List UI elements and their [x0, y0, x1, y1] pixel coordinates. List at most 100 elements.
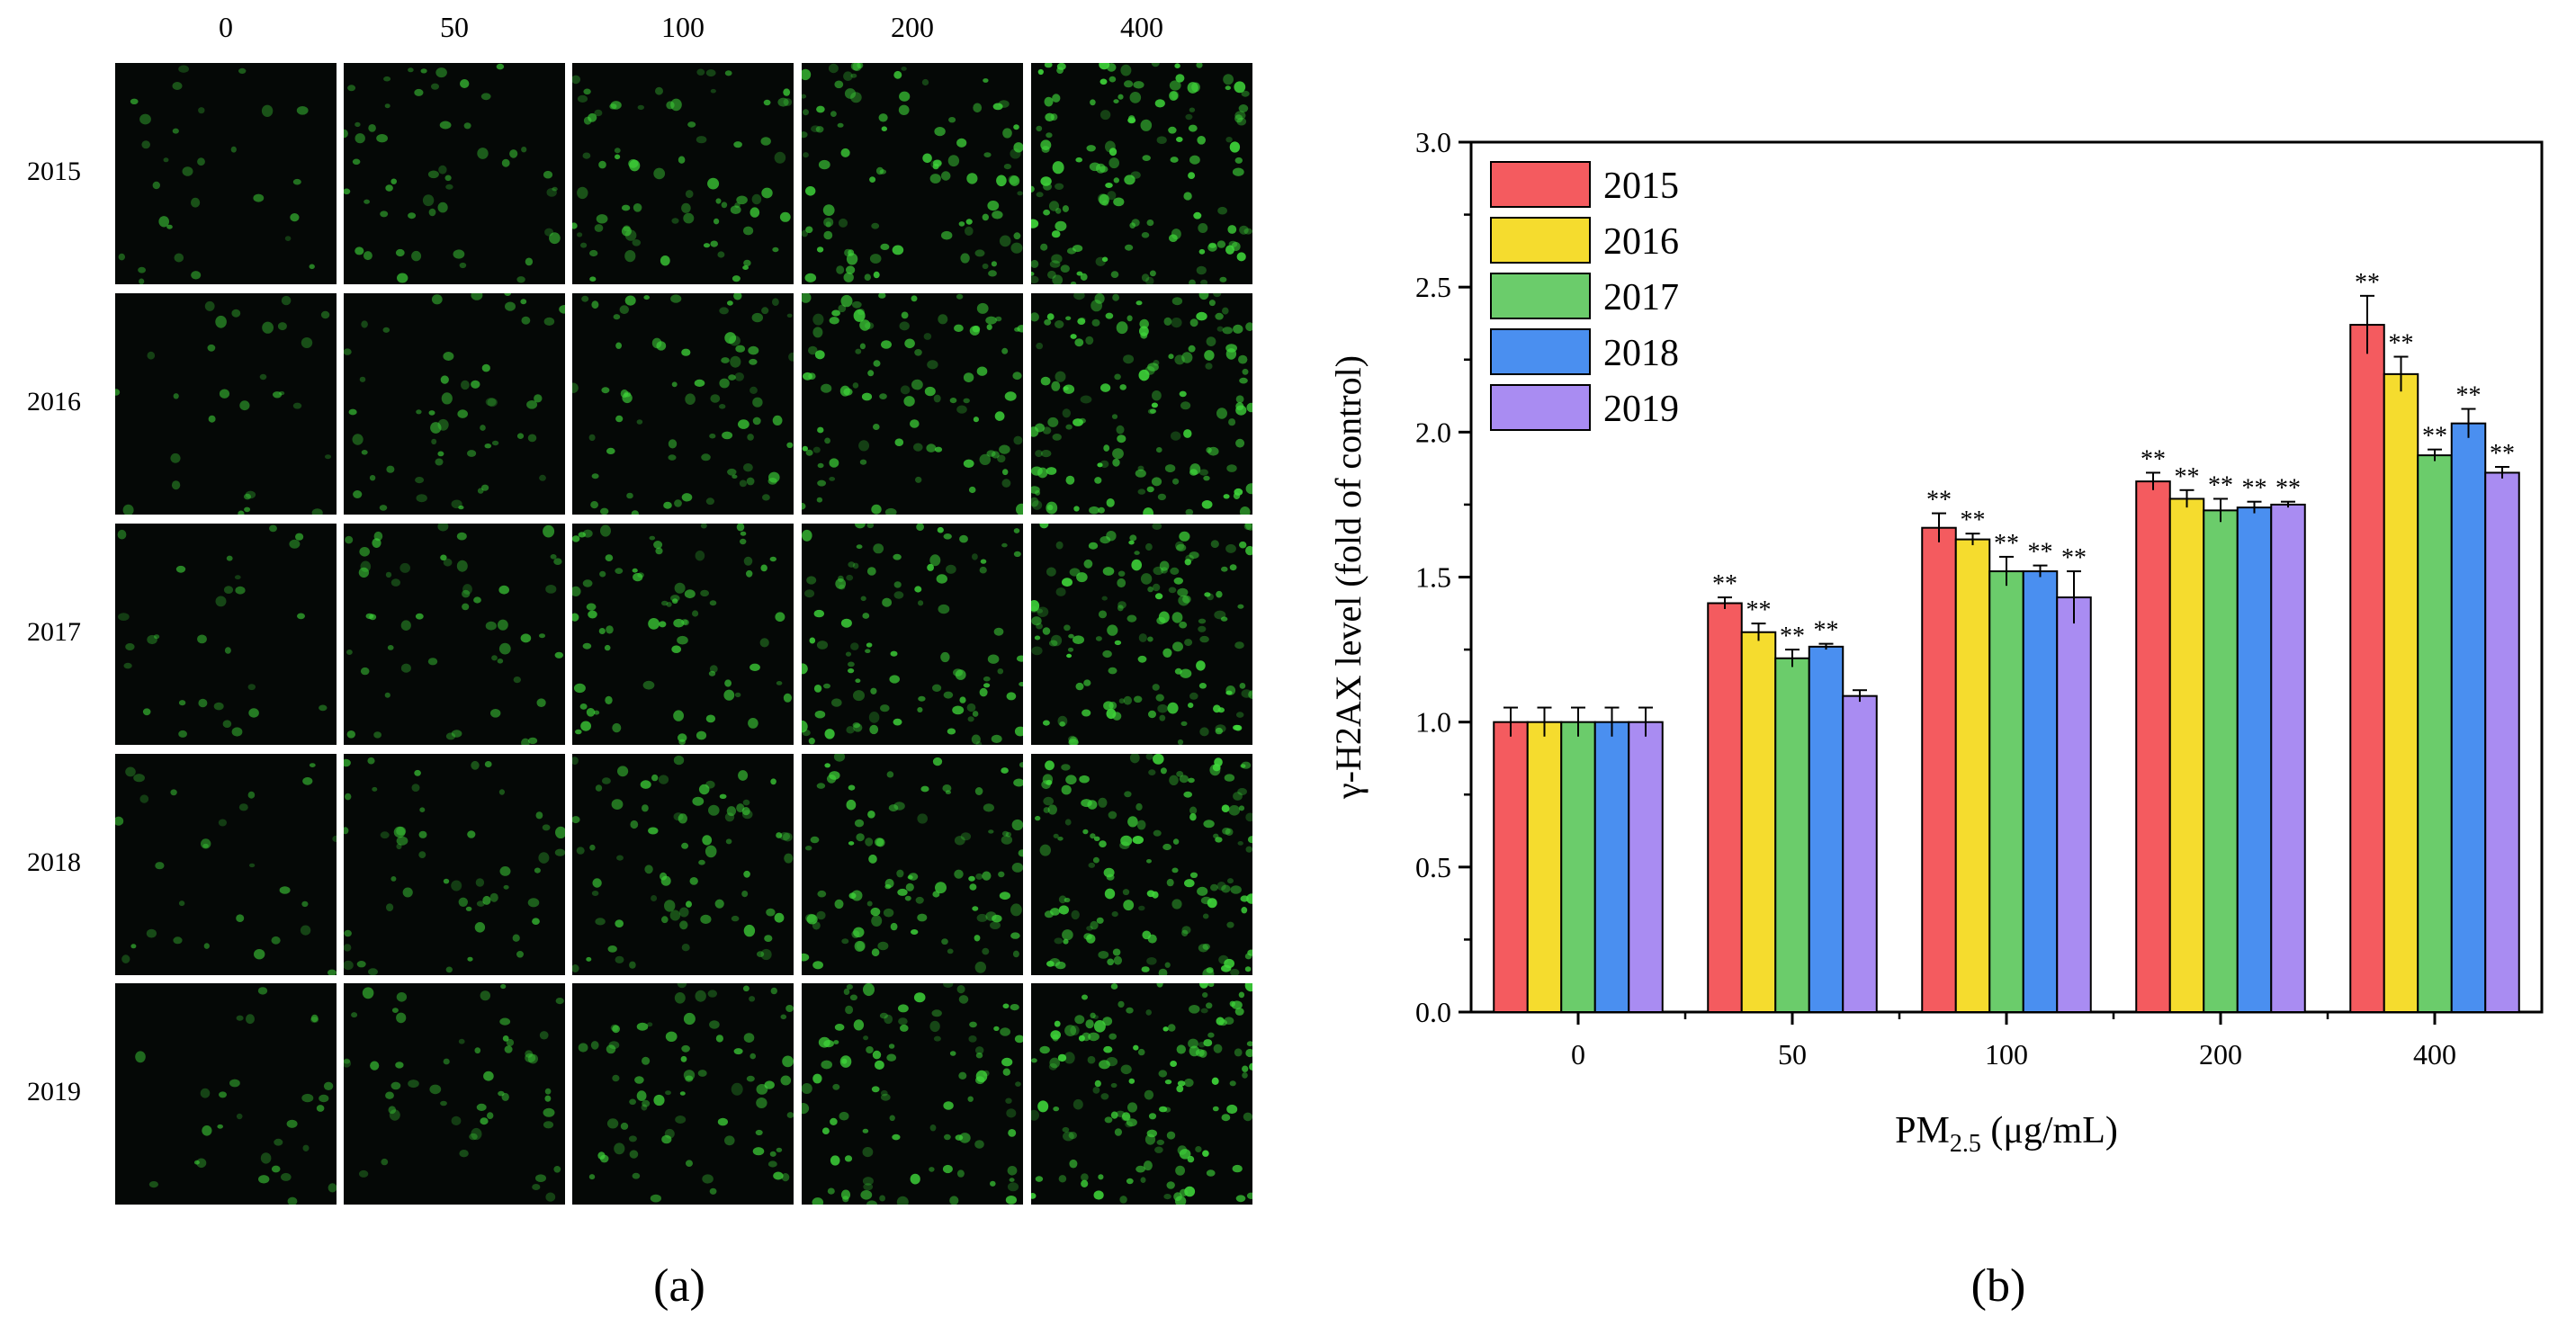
significance-mark: **	[2275, 475, 2301, 503]
legend-swatch	[1490, 384, 1591, 431]
row-label: 2019	[27, 1077, 81, 1107]
y-tick-label: 1.0	[1415, 706, 1451, 739]
microscopy-image	[802, 293, 1023, 515]
panel-a-caption: (a)	[653, 1260, 705, 1312]
microscopy-image	[572, 524, 794, 745]
bar	[1628, 721, 1664, 1014]
row-label: 2018	[27, 847, 81, 877]
y-axis-label: γ-H2AX level (fold of control)	[1328, 355, 1369, 800]
microscopy-image	[1031, 524, 1252, 745]
bar	[2022, 570, 2059, 1013]
gamma-h2ax-bar-chart: 0.0 0.5 1.0 1.5 2.0 2.5 3.0 γ-H2AX level (fold …	[1328, 126, 2544, 1158]
x-axis-label-main: PM	[1895, 1110, 1950, 1151]
legend-swatch	[1490, 328, 1591, 375]
microscopy-image	[344, 754, 565, 975]
microscopy-image	[802, 524, 1023, 745]
y-tick-label: 0.0	[1415, 996, 1451, 1028]
bar	[2056, 596, 2092, 1014]
bar	[2484, 471, 2520, 1013]
microscopy-image	[572, 63, 794, 284]
row-label: 2016	[27, 387, 81, 417]
microscopy-image	[344, 524, 565, 745]
legend-label: 2017	[1603, 277, 1679, 318]
x-axis-label-subscript: 2.5	[1950, 1130, 1981, 1158]
bar	[2349, 324, 2385, 1013]
microscopy-image	[1031, 983, 1252, 1205]
bar	[1954, 538, 1991, 1013]
bar	[1740, 631, 1777, 1013]
y-tick-label: 3.0	[1415, 126, 1451, 158]
x-tick-label: 50	[1778, 1038, 1807, 1071]
x-tick-label: 400	[2413, 1038, 2456, 1071]
significance-mark: **	[1926, 487, 1952, 515]
bar	[1774, 657, 1810, 1014]
significance-mark: **	[2242, 475, 2267, 503]
significance-mark: **	[2355, 269, 2380, 297]
bar	[1707, 602, 1743, 1013]
significance-mark: **	[1961, 506, 1986, 534]
bar	[1842, 694, 1878, 1013]
column-label: 50	[440, 11, 469, 43]
microscopy-image	[1031, 754, 1252, 975]
significance-mark: **	[1746, 596, 1772, 624]
microscopy-image	[115, 983, 337, 1205]
bar	[2270, 503, 2306, 1013]
column-label: 100	[661, 11, 705, 43]
y-tick-label: 1.5	[1415, 561, 1451, 594]
column-label: 200	[891, 11, 934, 43]
legend-swatch	[1490, 217, 1591, 264]
bar	[2168, 497, 2205, 1013]
x-tick-label: 100	[1985, 1038, 2028, 1071]
bar	[2450, 422, 2487, 1013]
legend-label: 2018	[1603, 333, 1679, 374]
microscopy-image	[344, 983, 565, 1205]
x-tick-label: 200	[2199, 1038, 2242, 1071]
microscopy-image	[572, 983, 794, 1205]
y-tick-label: 0.5	[1415, 851, 1451, 883]
row-label: 2015	[27, 157, 81, 186]
bar	[2236, 506, 2273, 1013]
significance-mark: **	[2208, 471, 2233, 499]
significance-mark: **	[2422, 423, 2447, 451]
significance-mark: **	[1814, 617, 1839, 645]
bar	[1988, 570, 2024, 1013]
microscopy-image	[344, 63, 565, 284]
microscopy-image	[115, 524, 337, 745]
panel-b-caption: (b)	[1970, 1260, 2026, 1312]
microscopy-image	[1031, 63, 1252, 284]
microscopy-image	[572, 293, 794, 515]
x-tick-label: 0	[1571, 1038, 1585, 1071]
microscopy-image	[802, 63, 1023, 284]
x-axis-label: PM2.5 (μg/mL)	[1895, 1110, 2118, 1158]
significance-mark: **	[2175, 463, 2200, 491]
significance-mark: **	[2490, 440, 2515, 468]
column-label: 400	[1120, 11, 1163, 43]
bar	[2135, 480, 2171, 1013]
x-axis-label-unit: (μg/mL)	[1981, 1110, 2118, 1151]
legend-label: 2015	[1603, 166, 1679, 207]
microscopy-image	[802, 754, 1023, 975]
significance-mark: **	[2389, 330, 2414, 358]
row-label: 2017	[27, 617, 81, 647]
column-label: 0	[219, 11, 233, 43]
significance-mark: **	[1712, 570, 1737, 598]
legend-swatch	[1490, 161, 1591, 208]
bar	[1493, 721, 1529, 1014]
bar	[1808, 645, 1844, 1013]
y-tick-label: 2.5	[1415, 271, 1451, 303]
bar	[1593, 721, 1630, 1014]
bar	[2417, 454, 2453, 1013]
bar	[1921, 526, 1957, 1013]
microscopy-image	[115, 754, 337, 975]
legend-swatch	[1490, 273, 1591, 319]
microscopy-panel: 0 50 100 200 400 2015 2016 2017 2018 2019 (a)	[0, 0, 1278, 1335]
microscopy-image	[1031, 293, 1252, 515]
significance-mark: **	[2141, 445, 2166, 473]
legend-label: 2019	[1603, 389, 1679, 430]
microscopy-image	[115, 293, 337, 515]
significance-mark: **	[1780, 623, 1805, 650]
bar	[1560, 721, 1596, 1014]
significance-mark: **	[2028, 539, 2053, 567]
microscopy-image	[572, 754, 794, 975]
significance-mark: **	[2061, 544, 2087, 572]
